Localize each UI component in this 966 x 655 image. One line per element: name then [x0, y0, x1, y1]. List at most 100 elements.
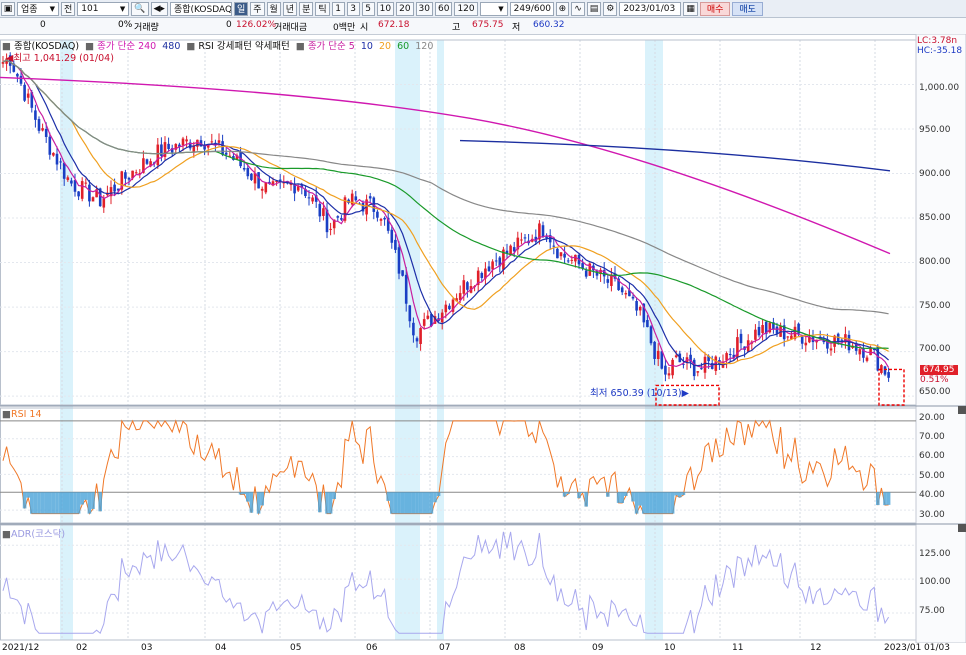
interval-1[interactable]: 1	[331, 1, 345, 16]
candle-body	[638, 306, 642, 311]
candle-body	[142, 158, 145, 173]
candle-body	[534, 236, 538, 242]
candle-body	[444, 304, 448, 313]
candle-body	[754, 329, 757, 340]
calendar-icon[interactable]: ▦	[683, 1, 698, 16]
rsi-oversold-fill	[642, 492, 646, 514]
gear-icon[interactable]: ⚙	[603, 1, 618, 16]
candle-body	[674, 355, 678, 358]
interval-30[interactable]: 30	[415, 1, 433, 16]
period-week[interactable]: 주	[250, 1, 265, 16]
candle-body	[181, 138, 185, 146]
trend-icon[interactable]: ∿	[571, 1, 585, 16]
legend-box-icon: ■	[2, 41, 11, 52]
date-tick: 2023/01	[884, 643, 922, 653]
interval-20[interactable]: 20	[396, 1, 414, 16]
candle-body	[16, 73, 19, 77]
candle-body	[354, 196, 358, 201]
adr-label: ■ADR(코스닥)	[2, 526, 65, 540]
candle-body	[196, 139, 199, 147]
rsi-oversold-fill	[44, 492, 48, 514]
interval-3[interactable]: 3	[346, 1, 360, 16]
rsi-y-tick: 30.00	[919, 510, 945, 520]
count-input[interactable]: 249/600	[509, 1, 554, 16]
candle-body	[790, 335, 793, 339]
period-month[interactable]: 월	[266, 1, 281, 16]
ma5-label: 5	[348, 41, 355, 52]
price-chart[interactable]	[0, 34, 966, 643]
candle-body	[466, 282, 469, 290]
candle-body	[217, 140, 221, 143]
candle-body	[556, 248, 559, 259]
candle-body	[462, 280, 466, 294]
highlight-band	[645, 40, 663, 640]
rsi-oversold-fill	[422, 492, 426, 514]
candle-body	[336, 216, 340, 218]
buy-button[interactable]: 매수	[699, 1, 731, 16]
last-highlight-box	[878, 368, 905, 406]
date-input[interactable]: 2023/01/03	[619, 1, 682, 16]
adr-line	[2, 531, 890, 635]
interval-10[interactable]: 10	[376, 1, 395, 16]
ma480-label: 480	[162, 41, 181, 52]
ma20-label: 20	[379, 41, 392, 52]
interval-custom-input[interactable]: ▼	[479, 1, 508, 16]
rsi-oversold-fill	[55, 492, 59, 514]
last-price-tag: 674.95	[920, 365, 958, 375]
speaker-icon[interactable]: ◀▸	[150, 1, 168, 16]
candle-body	[98, 188, 102, 207]
highlight-band	[437, 40, 444, 640]
candle-body	[66, 177, 70, 180]
legend-box-icon: ■	[85, 41, 95, 52]
candle-body	[412, 322, 415, 336]
sell-button[interactable]: 매도	[732, 1, 763, 16]
arrow-left-icon: ◀	[6, 53, 14, 64]
panel-border	[0, 407, 917, 524]
ma240-label: 240	[138, 41, 157, 52]
candle-body	[260, 188, 264, 191]
date-tick: 06	[366, 643, 378, 653]
candle-body	[667, 373, 671, 376]
candle-body	[700, 368, 703, 370]
candle-body	[764, 321, 768, 335]
candle-body	[131, 170, 134, 179]
rsi-oversold-fill	[663, 492, 668, 514]
window-icon[interactable]: ▣	[1, 1, 15, 16]
period-year[interactable]: 년	[282, 1, 298, 16]
period-day[interactable]: 일	[233, 1, 249, 16]
interval-60[interactable]: 60	[435, 1, 453, 16]
rsi-oversold-fill	[426, 492, 430, 514]
rsi-oversold-fill	[616, 492, 621, 503]
code-input[interactable]: 101 ▼	[77, 1, 130, 16]
rsi-oversold-fill	[681, 492, 686, 496]
period-minute[interactable]: 분	[299, 1, 314, 16]
candle-body	[12, 63, 16, 72]
search-icon[interactable]: 🔍	[131, 1, 149, 16]
interval-5[interactable]: 5	[361, 1, 375, 16]
save-icon[interactable]: ▤	[586, 1, 602, 16]
rsi-oversold-fill	[33, 492, 38, 514]
high-value: 675.75	[472, 20, 504, 30]
candle-body	[451, 299, 455, 312]
candle-body	[563, 253, 566, 258]
period-tick[interactable]: 틱	[315, 1, 330, 16]
name-field: 종합(KOSDAQ)	[169, 1, 232, 16]
scope-button[interactable]: 전	[61, 1, 76, 16]
rsi-oversold-fill	[577, 492, 581, 499]
y-tick: 800.00	[919, 257, 951, 267]
candle-body	[163, 142, 167, 157]
market-select[interactable]: 업종 ▼	[17, 1, 59, 16]
candle-body	[322, 208, 325, 216]
rsi-oversold-fill	[30, 492, 34, 514]
amount-pre: 0	[226, 20, 232, 30]
zoom-icon[interactable]: ⊕	[555, 1, 570, 16]
rsi-oversold-fill	[37, 492, 41, 514]
adr-y-tick: 100.00	[919, 577, 951, 587]
rsi-oversold-fill	[249, 492, 254, 513]
candle-body	[340, 218, 343, 220]
candle-body	[253, 173, 257, 184]
candle-body	[736, 337, 739, 358]
rsi-oversold-fill	[51, 492, 56, 514]
interval-120[interactable]: 120	[454, 1, 478, 16]
candle-body	[167, 143, 170, 149]
